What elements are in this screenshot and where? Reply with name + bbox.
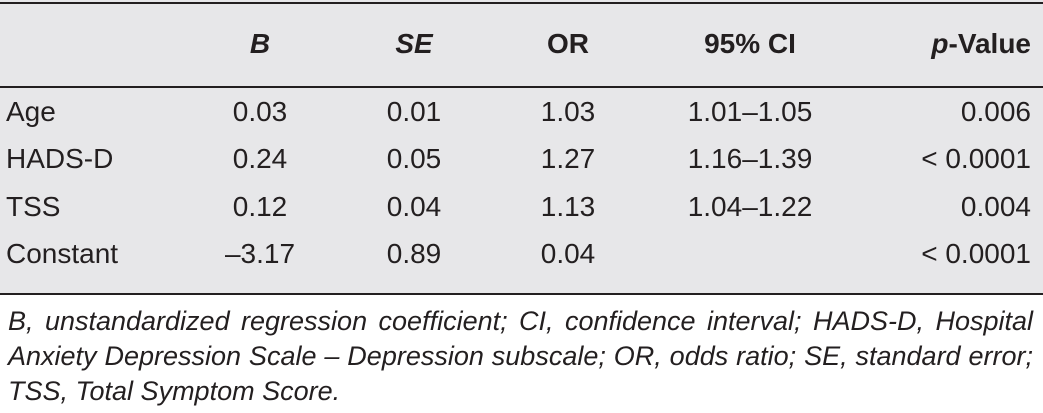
header-se: SE (395, 28, 433, 59)
header-ci: 95% CI (704, 28, 796, 59)
cell-p-value: < 0.0001 (921, 238, 1031, 269)
header-p-value: p-Value (931, 28, 1031, 59)
regression-table: B SE OR 95% CI p-Value Age 0.03 0.01 1.0… (0, 0, 1043, 295)
cell-or: 1.03 (540, 96, 596, 127)
cell-ci: 1.16–1.39 (687, 143, 813, 174)
cell-b: –3.17 (224, 238, 296, 269)
cell-or: 0.04 (540, 238, 596, 269)
cell-se: 0.04 (386, 191, 442, 222)
row-label: TSS (6, 191, 61, 222)
table-top-rule (0, 2, 1043, 4)
cell-b: 0.24 (232, 143, 288, 174)
cell-se: 0.05 (386, 143, 442, 174)
row-label: Constant (6, 238, 119, 269)
cell-ci: 1.01–1.05 (687, 96, 813, 127)
cell-or: 1.13 (540, 191, 596, 222)
cell-ci: 1.04–1.22 (687, 191, 813, 222)
cell-se: 0.01 (386, 96, 442, 127)
cell-b: 0.12 (232, 191, 288, 222)
row-label: Age (6, 96, 56, 127)
cell-or: 1.27 (540, 143, 596, 174)
header-b: B (249, 28, 271, 59)
header-or: OR (547, 28, 589, 59)
cell-b: 0.03 (232, 96, 288, 127)
cell-se: 0.89 (386, 238, 442, 269)
cell-p-value: 0.004 (960, 191, 1031, 222)
cell-p-value: 0.006 (960, 96, 1031, 127)
cell-p-value: < 0.0001 (921, 143, 1031, 174)
table-bottom-rule (0, 293, 1043, 295)
table-header-rule (0, 86, 1043, 88)
table-footnote: B, unstandardized regression coefficient… (8, 306, 1033, 406)
row-label: HADS-D (6, 143, 114, 174)
